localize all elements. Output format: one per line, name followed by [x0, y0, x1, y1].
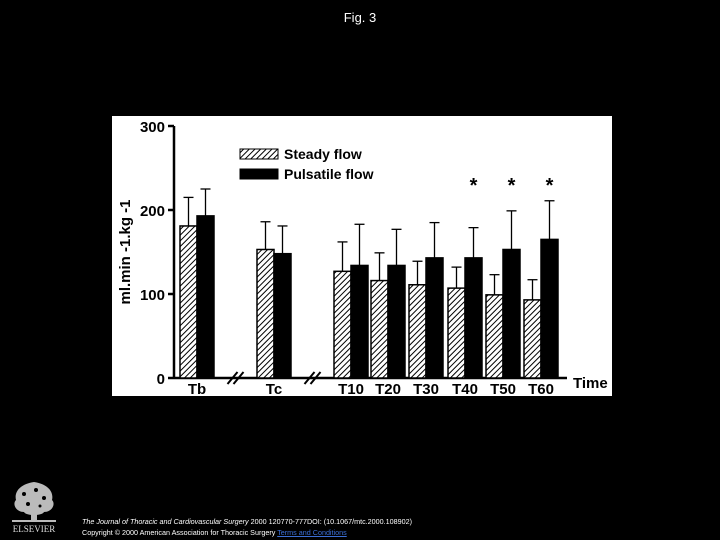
- steady-flow-bar: [370, 279, 389, 379]
- tree-icon: [12, 482, 56, 522]
- x-tick-label: T30: [413, 381, 439, 396]
- axis-break-mark: [232, 371, 245, 385]
- terms-link[interactable]: Terms and Conditions: [277, 528, 347, 537]
- pulsatile-flow-bar: [350, 264, 369, 379]
- x-tick-label: T10: [338, 381, 364, 396]
- x-tick-label: T60: [528, 381, 554, 396]
- steady-flow-bar: [523, 299, 542, 379]
- logo-text: ELSEVIER: [13, 524, 56, 534]
- copyright-text: Copyright © 2000 American Association fo…: [82, 528, 276, 537]
- bar-chart: 0 100 200 300 ml.min -1.kg -1 Tb Tc T10 T20 T30 T4…: [117, 119, 608, 396]
- y-tick-label: 300: [140, 119, 165, 136]
- y-tick-label: 200: [140, 203, 165, 220]
- pulsatile-flow-bar: [387, 264, 406, 379]
- y-tick-label: 0: [157, 371, 165, 388]
- steady-flow-bar: [256, 248, 275, 379]
- citation-details: 2000 120770-777DOI: (10.1067/mtc.2000.10…: [248, 517, 413, 526]
- legend-label: Pulsatile flow: [284, 166, 374, 182]
- citation-line-2: Copyright © 2000 American Association fo…: [82, 527, 412, 538]
- pulsatile-flow-bar: [464, 257, 483, 379]
- elsevier-logo: ELSEVIER: [6, 478, 62, 536]
- journal-name: The Journal of Thoracic and Cardiovascul…: [82, 517, 249, 526]
- pulsatile-flow-bar: [502, 248, 521, 379]
- significance-marker: *: [470, 175, 478, 197]
- steady-flow-bar: [333, 270, 352, 379]
- axis-break-mark: [303, 371, 316, 385]
- significance-marker: *: [546, 175, 554, 197]
- x-tick-label: T40: [452, 381, 478, 396]
- legend-swatch: [239, 168, 279, 180]
- y-tick-label: 100: [140, 287, 165, 304]
- x-tick-label: T20: [375, 381, 401, 396]
- figure-panel: 0 100 200 300 ml.min -1.kg -1 Tb Tc T10 T20 T30 T4…: [112, 116, 612, 396]
- slide-title: Fig. 3: [343, 10, 377, 25]
- x-axis-label: Time: [573, 375, 608, 392]
- steady-flow-bar: [485, 294, 504, 379]
- steady-flow-bar: [179, 225, 198, 379]
- x-tick-label: Tb: [188, 381, 206, 396]
- steady-flow-bar: [447, 287, 466, 379]
- axis-break-mark: [226, 371, 239, 385]
- pulsatile-flow-bar: [196, 215, 215, 379]
- pulsatile-flow-bar: [273, 252, 292, 379]
- citation: The Journal of Thoracic and Cardiovascul…: [82, 516, 412, 538]
- x-tick-label: T50: [490, 381, 516, 396]
- pulsatile-flow-bar: [540, 238, 559, 379]
- legend-swatch: [239, 148, 279, 160]
- y-axis-label: ml.min -1.kg -1: [117, 199, 134, 304]
- citation-line-1: The Journal of Thoracic and Cardiovascul…: [82, 516, 412, 527]
- legend-label: Steady flow: [284, 146, 362, 162]
- steady-flow-bar: [408, 284, 427, 379]
- pulsatile-flow-bar: [425, 257, 444, 379]
- axis-break-mark: [309, 371, 322, 385]
- x-tick-label: Tc: [266, 381, 282, 396]
- significance-marker: *: [508, 175, 516, 197]
